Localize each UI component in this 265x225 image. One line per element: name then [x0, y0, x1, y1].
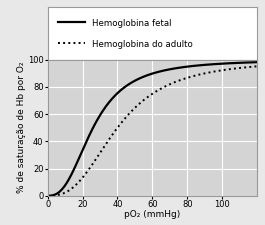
Text: Hemoglobina fetal: Hemoglobina fetal	[92, 19, 171, 28]
X-axis label: pO₂ (mmHg): pO₂ (mmHg)	[124, 210, 180, 219]
Text: Hemoglobina do adulto: Hemoglobina do adulto	[92, 40, 192, 49]
Y-axis label: % de saturação de Hb por O₂: % de saturação de Hb por O₂	[17, 62, 26, 194]
